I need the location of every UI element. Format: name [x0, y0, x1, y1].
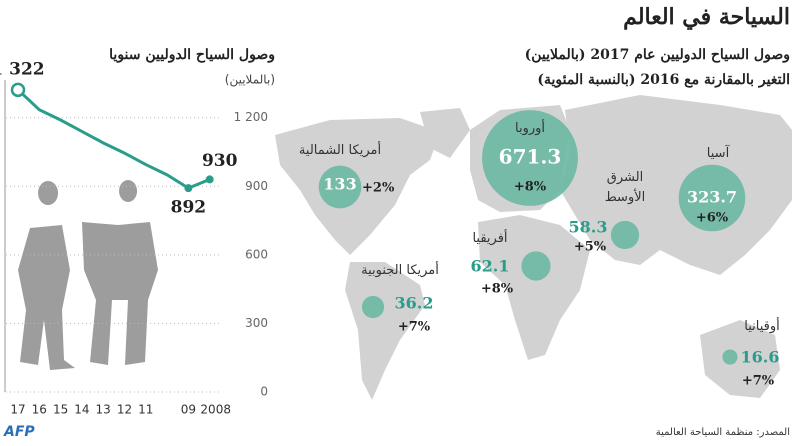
bubble	[521, 251, 551, 281]
map-subtitle: التغير بالمقارنة مع 2016 (بالنسبة المئوي…	[537, 72, 790, 88]
region-name-box: أفريقيا	[472, 231, 508, 246]
value-label: 671.3	[499, 145, 562, 169]
x-tick-label: 11	[138, 403, 153, 417]
region-name-box: الشرق الأوسط	[604, 170, 646, 205]
y-tick-label: 900	[245, 179, 268, 193]
y-tick-label: 1 200	[234, 110, 268, 124]
data-label: 930	[202, 151, 238, 171]
source: المصدر: منظمة السياحة العالمية	[656, 427, 790, 438]
x-tick-label: 13	[96, 403, 111, 417]
value-label: 16.6	[741, 348, 780, 367]
region-name: الشرق الأوسط	[604, 170, 646, 205]
map-title: وصول السياح الدوليين عام 2017 (بالملايين…	[525, 47, 790, 63]
region-name-box: أوروبا	[514, 121, 546, 136]
data-label: 892	[171, 198, 207, 218]
region-name: أوروبا	[514, 121, 546, 136]
region-name: أوقيانيا	[744, 319, 780, 334]
line-subtitle: (بالملايين)	[225, 73, 275, 88]
bubble	[318, 165, 362, 209]
change-label: +2%	[362, 181, 395, 196]
data-label: 1 322	[0, 59, 45, 79]
value-label: 323.7	[687, 188, 737, 207]
line-title: وصول السياح الدوليين سنويا	[109, 47, 275, 63]
logo: AFP	[3, 424, 35, 440]
region-name-box: أمريكا الجنوبية	[361, 263, 439, 278]
line-series	[16, 88, 211, 190]
value-label: 36.2	[395, 294, 434, 313]
x-tick-label: 2008	[200, 403, 231, 417]
region-name: أفريقيا	[472, 231, 508, 246]
value-label: 133	[323, 175, 356, 194]
region-name: آسيا	[706, 146, 730, 161]
main-title: السياحة في العالم	[623, 4, 790, 30]
point	[205, 175, 214, 184]
x-tick-label: 09	[181, 403, 196, 417]
region-name-box: أوقيانيا	[744, 319, 780, 334]
point	[10, 82, 26, 98]
change-label: +8%	[514, 180, 547, 195]
bubble	[361, 295, 385, 319]
x-tick-label: 17	[10, 403, 25, 417]
x-tick-label: 16	[32, 403, 47, 417]
y-tick-label: 0	[260, 385, 268, 399]
y-tick-label: 600	[245, 247, 268, 261]
value-label: 58.3	[569, 218, 608, 237]
x-tick-label: 12	[117, 403, 132, 417]
y-tick-label: 300	[245, 316, 268, 330]
change-label: +7%	[398, 320, 431, 335]
point	[184, 184, 193, 193]
bubble	[482, 110, 578, 206]
bubble	[610, 220, 640, 250]
change-label: +6%	[696, 211, 729, 226]
region-name-box: آسيا	[706, 146, 730, 161]
bubble	[678, 164, 746, 232]
change-label: +5%	[574, 240, 607, 255]
value-label: 62.1	[471, 257, 510, 276]
x-tick-label: 15	[53, 403, 68, 417]
change-label: +8%	[481, 282, 514, 297]
region-name: أمريكا الشمالية	[298, 143, 382, 158]
region-name-box: أمريكا الشمالية	[298, 143, 382, 158]
tourist-silhouettes	[18, 180, 158, 370]
bubble	[722, 349, 738, 365]
change-label: +7%	[742, 374, 775, 389]
x-tick-label: 14	[74, 403, 89, 417]
region-name: أمريكا الجنوبية	[361, 263, 439, 278]
